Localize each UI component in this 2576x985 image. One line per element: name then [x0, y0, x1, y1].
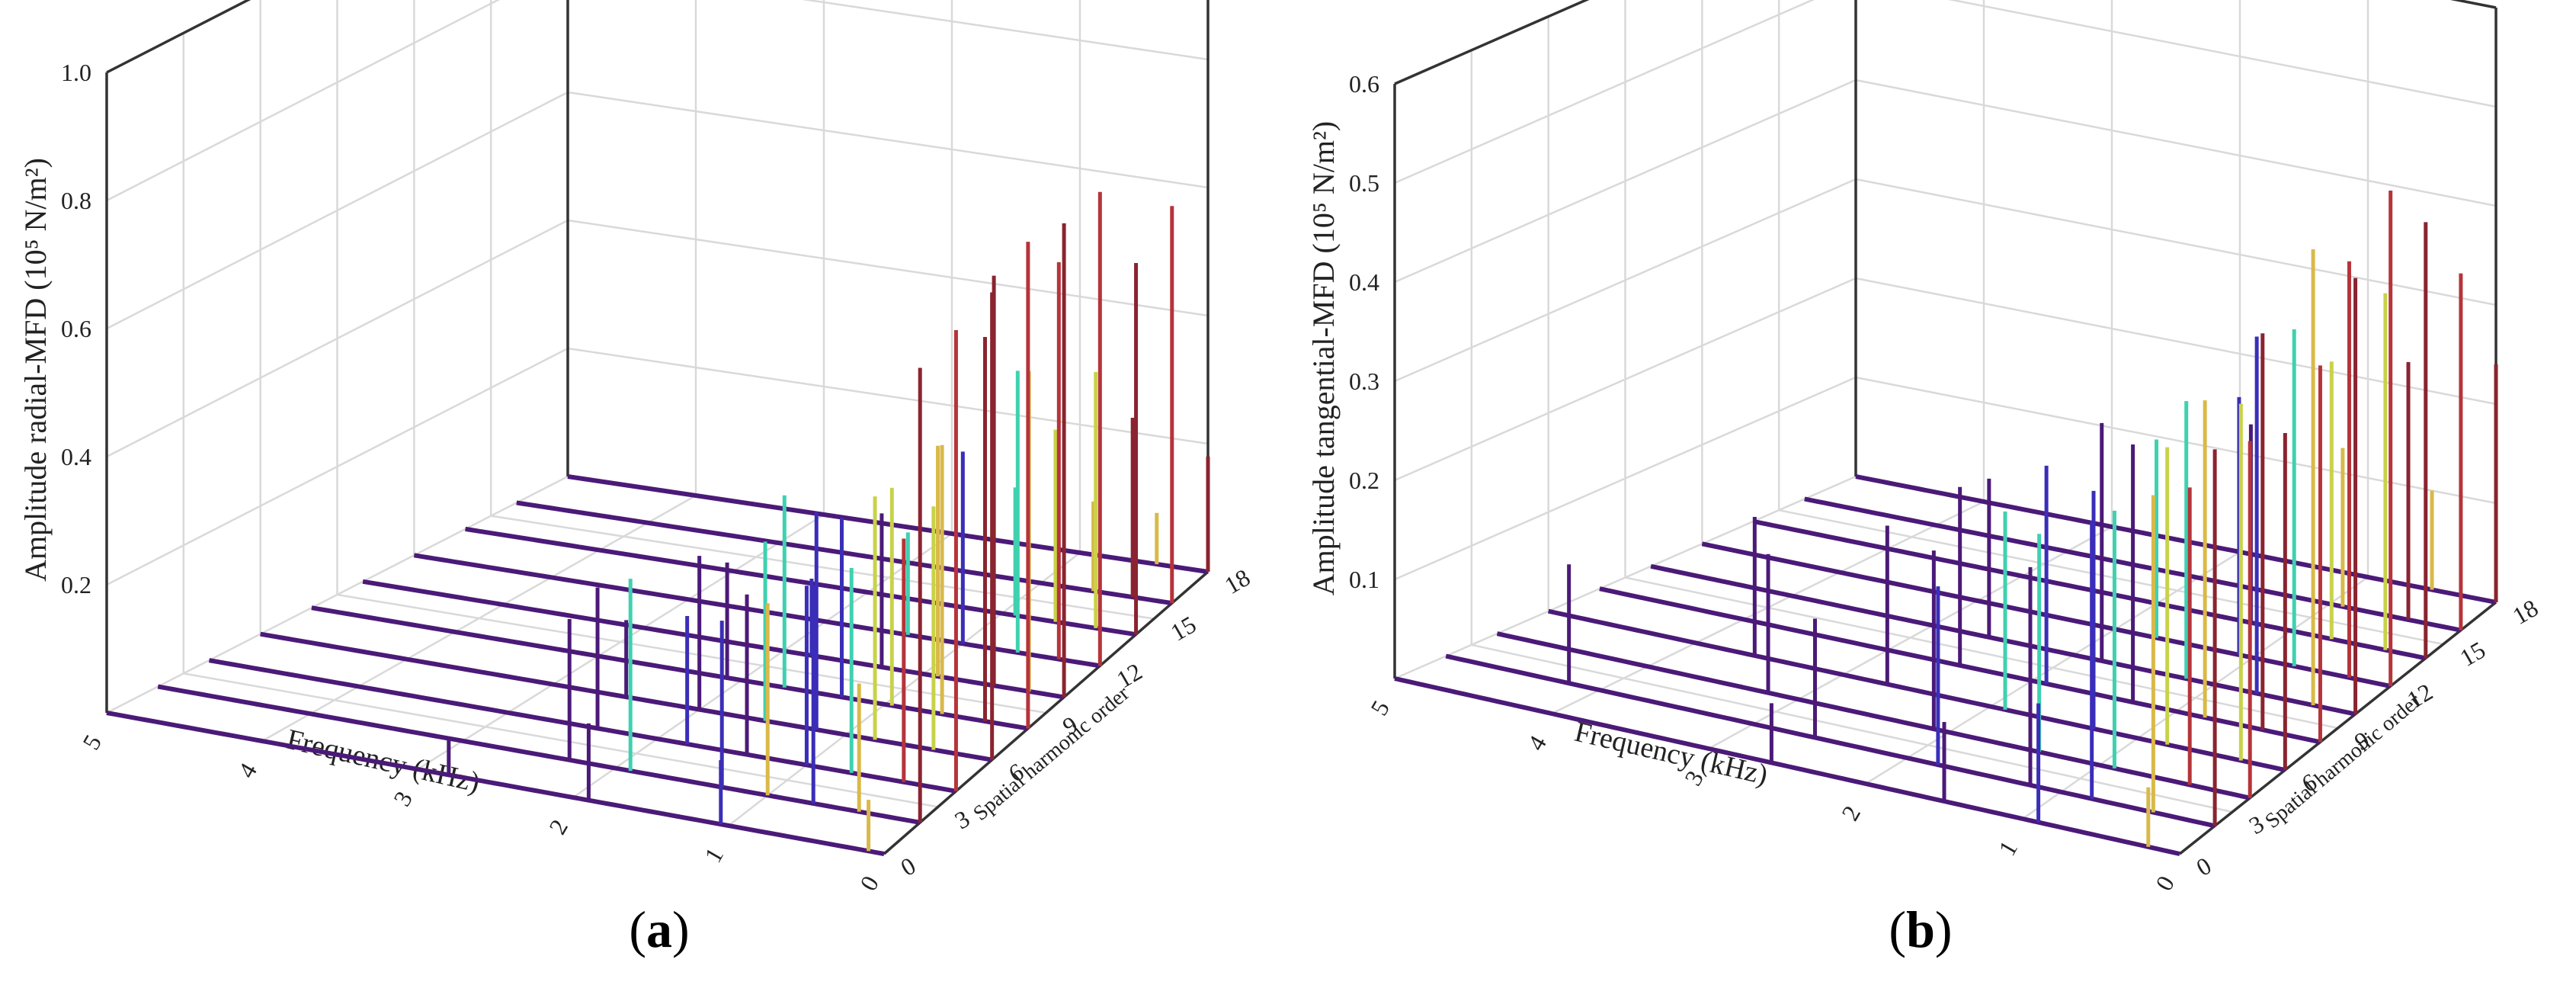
- z-tick-label: 18: [1220, 563, 1255, 599]
- gridline: [1625, 576, 2338, 730]
- gridline: [572, 532, 953, 799]
- chart-b-svg: 0.10.20.30.40.50.65432100369121518Amplit…: [1306, 0, 2543, 896]
- chart-panel-b: 0.1 0.2 0.3 0.4 0.5 0.6 5 4 3 2 1 0 0 3 6 9 12 15 18 Amplit…: [1288, 0, 2576, 985]
- x-tick-label: 4: [1522, 731, 1552, 756]
- series-row: [1394, 676, 2180, 856]
- gridline: [261, 494, 697, 743]
- top-edge: [106, 0, 252, 74]
- gridline: [106, 219, 1209, 458]
- caption-a: (a): [629, 900, 690, 958]
- x-tick-label: 4: [232, 759, 262, 783]
- series-row: [260, 292, 995, 762]
- y-axis-title: Amplitude tangential-MFD (10⁵ N/m²): [1306, 121, 1341, 596]
- z-tick-label: 15: [2455, 636, 2490, 672]
- series-row: [362, 223, 1066, 700]
- y-tick-label: 1.0: [61, 59, 91, 86]
- top-edge: [2450, 0, 2497, 9]
- z-tick-label: 0: [2192, 852, 2216, 881]
- gridline: [1865, 550, 2241, 785]
- gridline: [106, 0, 251, 74]
- y-tick-label: 0.6: [61, 315, 91, 342]
- z-tick-label: 18: [2508, 594, 2543, 630]
- z-tick-label: 15: [1166, 611, 1201, 647]
- z-axis-line: [2178, 601, 2498, 855]
- series-row: [157, 367, 922, 825]
- series-row: [311, 242, 1030, 731]
- x-tick-label: 2: [1836, 801, 1866, 826]
- series-row: [516, 206, 1174, 606]
- gridline: [417, 513, 825, 771]
- y-tick-label: 0.2: [1349, 467, 1379, 494]
- gridline: [1394, 0, 2497, 184]
- series-baseline: [106, 711, 885, 856]
- x-tick-label: 0: [854, 871, 884, 896]
- chart-walls: [105, 0, 1210, 855]
- x-tick-label: 0: [2150, 871, 2180, 896]
- gridline: [1394, 475, 1857, 680]
- y-tick-label: 0.1: [1349, 566, 1379, 593]
- y-tick-label: 0.3: [1349, 367, 1379, 395]
- series-baseline: [362, 579, 1065, 700]
- chart-spikes: [106, 191, 1210, 856]
- series-row: [208, 329, 958, 794]
- series-row: [1496, 441, 2252, 801]
- chart-spikes: [1394, 191, 2498, 856]
- series-row: [465, 263, 1139, 637]
- caption-b-letter: b: [1906, 900, 1935, 958]
- series-baseline: [1394, 676, 2180, 856]
- series-row: [1752, 222, 2428, 661]
- series-baseline: [1752, 518, 2427, 661]
- series-row: [1599, 333, 2322, 745]
- chart-panel-a: 0.2 0.4 0.6 0.8 1.0 5 4 3 2 1 0 0 3 6 9 12 15 18 Amplitude…: [18, 0, 1254, 958]
- x-tick-label: 5: [1365, 696, 1395, 720]
- series-baseline: [1548, 608, 2286, 772]
- z-tick-label: 0: [896, 852, 921, 881]
- y-tick-label: 0.2: [61, 571, 91, 598]
- series-baseline: [1445, 653, 2216, 829]
- series-baseline: [465, 526, 1137, 637]
- chart-a-svg: 0.20.40.60.81.05432100369121518Amplitude…: [18, 0, 1254, 895]
- x-tick-label: 2: [543, 815, 573, 839]
- gridline: [106, 0, 1209, 202]
- gridline: [337, 593, 1046, 714]
- gridline: [1471, 643, 2233, 813]
- series-row: [106, 711, 885, 856]
- series-baseline: [208, 658, 956, 794]
- chart-axes: 0.20.40.60.81.05432100369121518Amplitude…: [18, 0, 1254, 895]
- series-baseline: [1496, 631, 2251, 801]
- gridline: [106, 91, 1209, 330]
- gridline: [106, 475, 569, 714]
- series-baseline: [311, 605, 1029, 731]
- series-baseline: [1855, 474, 2497, 605]
- y-tick-label: 0.4: [61, 443, 91, 470]
- series-baseline: [157, 684, 921, 825]
- y-axis-title: Amplitude radial-MFD (10⁵ N/m²): [18, 158, 53, 582]
- y-tick-label: 0.6: [1349, 70, 1379, 98]
- caption-a-letter: a: [646, 900, 672, 958]
- caption-b: (b): [1889, 900, 1953, 958]
- gridline: [490, 515, 1155, 620]
- series-row: [1445, 449, 2217, 829]
- x-tick-label: 3: [388, 787, 418, 811]
- x-tick-label: 1: [1993, 836, 2023, 861]
- y-tick-label: 0.5: [1349, 169, 1379, 197]
- gridline: [2022, 576, 2369, 820]
- y-tick-label: 0.8: [61, 187, 91, 214]
- y-tick-label: 0.4: [1349, 268, 1379, 296]
- z-axis-line: [883, 570, 1210, 855]
- top-edge: [1394, 0, 1590, 85]
- x-tick-label: 5: [77, 730, 107, 755]
- x-tick-label: 1: [699, 843, 729, 868]
